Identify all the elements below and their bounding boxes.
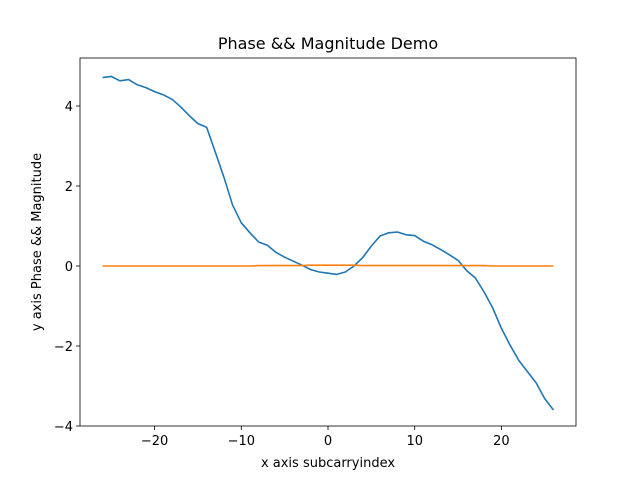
y-tick-label: 0 xyxy=(65,260,73,275)
y-tick-label: 2 xyxy=(65,180,73,195)
x-tick-label: −20 xyxy=(141,434,168,449)
y-tick-label: 4 xyxy=(65,100,73,115)
x-tick-label: 20 xyxy=(493,434,510,449)
series-line-1 xyxy=(102,75,555,411)
series-layer xyxy=(102,75,555,411)
series-line-2 xyxy=(102,264,554,267)
y-tick-label: −4 xyxy=(54,420,73,435)
y-axis-label: y axis Phase && Magnitude xyxy=(30,153,45,331)
x-tick-label: −10 xyxy=(228,434,255,449)
y-axis-ticks: −4 −2 0 2 4 xyxy=(54,100,80,435)
y-tick-label: −2 xyxy=(54,340,73,355)
x-tick-label: 10 xyxy=(406,434,423,449)
chart-title: Phase && Magnitude Demo xyxy=(218,34,438,53)
x-tick-label: 0 xyxy=(324,434,332,449)
x-axis-ticks: −20 −10 0 10 20 xyxy=(141,426,510,449)
x-axis-label: x axis subcarryindex xyxy=(261,456,395,471)
